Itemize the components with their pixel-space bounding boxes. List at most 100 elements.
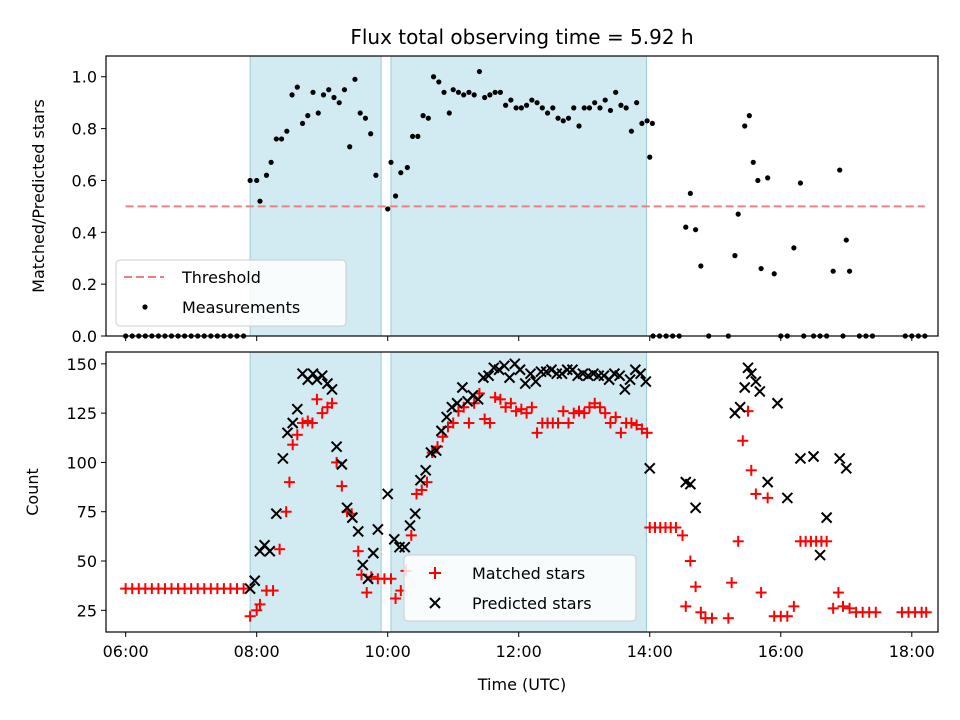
matched-star-point: [726, 577, 738, 589]
predicted-star-point: [794, 452, 807, 465]
measurement-point: [471, 92, 477, 98]
predicted-star-b: [287, 417, 299, 429]
predicted-star-point: [535, 366, 547, 378]
matched-star-point: [920, 606, 932, 618]
measurement-point: [755, 177, 761, 184]
measurement-point: [765, 175, 771, 181]
predicted-star-point: [814, 549, 826, 561]
matched-star-point: [484, 417, 496, 429]
matched-star-point: [563, 417, 575, 429]
predicted-star-b: [684, 478, 697, 490]
count-axes-frame: [105, 351, 939, 633]
predicted-star-point: [244, 582, 256, 595]
measurement-point: [336, 100, 342, 106]
predicted-star-b: [264, 545, 276, 557]
matched-star-point: [750, 488, 762, 500]
measurement-point: [492, 89, 498, 95]
measurement-point: [771, 271, 777, 277]
legend-frame: [115, 259, 347, 327]
predicted-star-b: [634, 367, 647, 380]
y-axis-label-ratio: Matched/Predicted stars: [29, 99, 48, 293]
measurement-point: [550, 105, 556, 111]
measurement-point: [320, 92, 327, 98]
matched-star-point: [526, 401, 538, 413]
predicted-star-point: [430, 444, 442, 457]
chart-title: Flux total observing time = 5.92 h: [350, 25, 693, 49]
predicted-star-point: [524, 367, 537, 380]
predicted-star-b: [644, 462, 656, 475]
predicted-star-b: [781, 492, 794, 504]
predicted-star-b: [640, 375, 652, 388]
predicted-star-b: [367, 547, 379, 559]
predicted-star-point: [435, 425, 448, 437]
measurement-point: [476, 68, 483, 75]
predicted-star-point: [684, 478, 697, 490]
matched-star-point: [326, 397, 338, 409]
measurement-point: [446, 110, 452, 116]
measurement-point: [305, 113, 311, 119]
predicted-star-point: [503, 371, 516, 384]
predicted-star-b: [270, 507, 283, 520]
predicted-star-b: [357, 559, 369, 571]
measurement-point: [586, 105, 593, 111]
matched-star-point: [762, 492, 774, 504]
predicted-star-b: [249, 575, 261, 587]
matched-star-point: [336, 480, 348, 492]
predicted-star-point: [277, 452, 289, 465]
predicted-star-point: [498, 360, 511, 372]
predicted-star-b: [316, 369, 328, 382]
predicted-star-point: [372, 523, 384, 536]
measurement-point: [436, 79, 442, 85]
measurement-point: [247, 177, 253, 184]
predicted-star-point: [456, 381, 469, 394]
ratio-y-tick-label: 0.2: [72, 275, 97, 294]
predicted-star-b: [456, 381, 469, 394]
matched-star-point: [287, 439, 299, 451]
measurement-point: [518, 105, 524, 111]
matched-star-point: [670, 521, 682, 533]
matched-star-point: [552, 417, 564, 429]
predicted-star-point: [352, 525, 364, 538]
measurement-point: [299, 120, 306, 127]
matched-star-point: [737, 435, 749, 447]
predicted-star-point: [754, 385, 766, 398]
predicted-star-b: [498, 360, 511, 372]
predicted-star-b: [794, 452, 807, 465]
predicted-star-b: [619, 383, 631, 396]
measurement-point: [693, 227, 699, 233]
predicted-star-b: [399, 541, 411, 553]
measurement-point: [846, 268, 853, 274]
measurement-point: [797, 180, 804, 186]
predicted-star-point: [592, 369, 605, 382]
predicted-star-point: [409, 507, 421, 520]
matched-star-point: [385, 573, 397, 585]
predicted-star-point: [807, 450, 820, 463]
legend-matched-label: Matched stars: [472, 564, 585, 583]
matched-star-point: [494, 393, 506, 405]
measurement-point: [571, 105, 577, 111]
measurement-point: [341, 87, 348, 93]
predicted-star-b: [509, 358, 521, 370]
legend-measurement-swatch: [142, 304, 148, 310]
predicted-star-point: [834, 452, 846, 465]
matched-star-point: [352, 545, 364, 557]
predicted-star-point: [419, 464, 432, 477]
predicted-star-point: [381, 488, 394, 500]
predicted-star-b: [352, 525, 364, 538]
ratio-y-tick-label: 0.4: [72, 223, 97, 242]
predicted-star-b: [488, 362, 500, 374]
predicted-star-b: [566, 364, 579, 376]
measurement-point: [555, 115, 561, 121]
predicted-star-point: [472, 393, 484, 406]
measurement-point: [683, 224, 689, 230]
predicted-star-point: [362, 573, 374, 585]
predicted-star-b: [321, 377, 334, 390]
ratio-y-tick-label: 0.8: [72, 120, 97, 139]
predicted-star-point: [644, 462, 656, 475]
predicted-star-point: [840, 462, 852, 475]
predicted-star-b: [820, 511, 833, 524]
predicted-star-b: [754, 385, 766, 398]
measurement-point: [466, 89, 472, 95]
predicted-star-point: [739, 381, 751, 394]
measurement-point: [560, 118, 566, 124]
